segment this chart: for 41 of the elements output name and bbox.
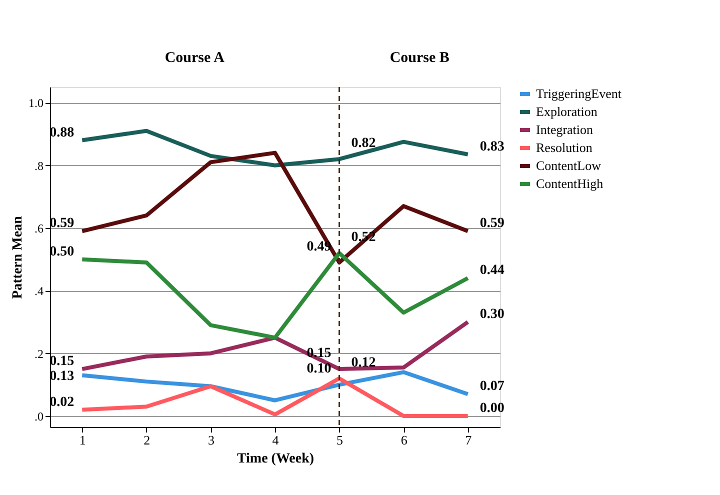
text: Course B <box>390 50 450 66</box>
legend-label: ContentHigh <box>536 176 604 191</box>
data-label: 0.44 <box>480 263 504 278</box>
line-series <box>80 150 470 264</box>
x-tick-label: 7 <box>465 432 472 448</box>
data-label: 0.30 <box>480 307 504 322</box>
data-label: 0.50 <box>50 244 74 260</box>
legend-label: TriggeringEvent <box>536 86 622 101</box>
data-label: 0.00 <box>480 401 504 416</box>
data-label: 0.83 <box>480 139 504 154</box>
data-label: 0.02 <box>50 394 74 410</box>
text: Course A <box>164 50 225 66</box>
legend-label: Exploration <box>536 104 598 119</box>
line-series <box>80 128 470 168</box>
data-label: 0.15 <box>306 346 332 362</box>
line-series <box>80 376 470 418</box>
x-tick-label: 5 <box>336 432 344 448</box>
y-axis-title: Pattern Mean <box>10 216 26 299</box>
x-axis-title: Time (Week) <box>236 452 314 466</box>
x-tick-label: 6 <box>400 432 408 448</box>
data-label: 0.82 <box>351 136 376 152</box>
y-tick-label: .4 <box>34 284 44 298</box>
line-series <box>80 320 470 372</box>
y-tick-label: .2 <box>34 346 44 361</box>
data-label: 0.07 <box>480 379 504 394</box>
legend-label: Integration <box>536 122 594 137</box>
data-label: 0.10 <box>306 362 332 377</box>
y-tick-label: .8 <box>34 158 44 173</box>
legend-label: ContentLow <box>536 158 602 173</box>
data-label: 0.59 <box>480 216 504 232</box>
y-tick-label: .6 <box>34 222 44 236</box>
legend-label: Resolution <box>536 140 593 155</box>
x-tick-label: 4 <box>272 432 280 448</box>
data-label: 0.88 <box>50 125 74 140</box>
data-label: 0.59 <box>50 216 74 232</box>
x-tick-label: 2 <box>144 432 150 448</box>
y-tick-label: 1.0 <box>28 96 44 110</box>
x-tick-label: 3 <box>208 432 214 448</box>
x-tick-label: 1 <box>79 432 86 448</box>
line-series <box>80 251 470 340</box>
y-tick-label: .0 <box>34 410 44 424</box>
